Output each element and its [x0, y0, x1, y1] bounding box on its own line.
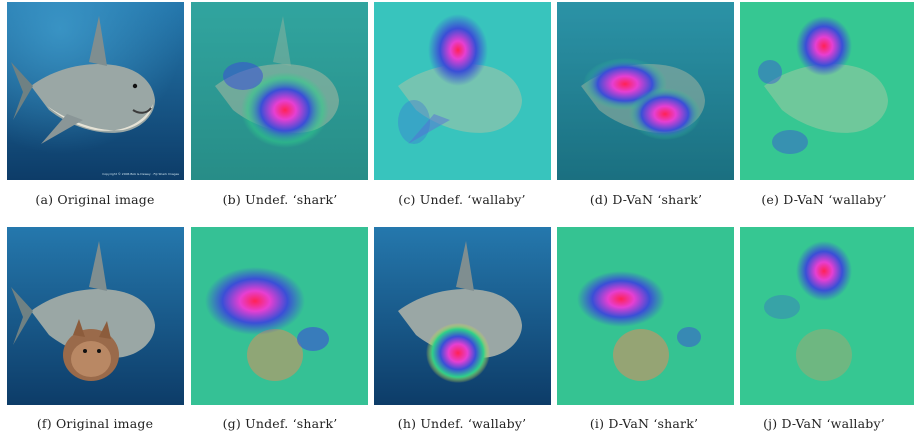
heatmap-blob — [428, 14, 488, 86]
caption-j: (j) D-VaN ‘wallaby’ — [763, 416, 885, 431]
caption-d: (d) D-VaN ‘shark’ — [589, 192, 703, 207]
heatmap-blob — [205, 267, 305, 335]
panel-f-image — [7, 227, 184, 405]
panel-g-image — [191, 227, 368, 405]
heatmap-blob — [577, 271, 665, 327]
heatmap-blob — [629, 88, 701, 140]
panel-e-image — [740, 2, 914, 180]
caption-a: (a) Original image — [35, 192, 155, 207]
panel-b-undef-shark — [191, 2, 368, 180]
heatmap-blob — [796, 241, 852, 301]
copyright-watermark: Copyright © 2006 Bob & Dewey · Fiji Shar… — [102, 172, 179, 176]
panel-a-original-image: Copyright © 2006 Bob & Dewey · Fiji Shar… — [7, 2, 184, 180]
panel-h-image — [374, 227, 551, 405]
caption-f: (f) Original image — [36, 416, 154, 431]
panel-g-undef-shark — [191, 227, 368, 405]
panel-j-image — [740, 227, 914, 405]
wallaby-cutout — [63, 319, 119, 381]
caption-c: (c) Undef. ‘wallaby’ — [398, 192, 526, 207]
caption-b: (b) Undef. ‘shark’ — [222, 192, 338, 207]
panel-j-dvan-wallaby — [740, 227, 914, 405]
caption-i: (i) D-VaN ‘shark’ — [589, 416, 699, 431]
panel-f-original-image — [7, 227, 184, 405]
panel-h-undef-wallaby — [374, 227, 551, 405]
panel-e-dvan-wallaby — [740, 2, 914, 180]
panel-c-undef-wallaby — [374, 2, 551, 180]
caption-e: (e) D-VaN ‘wallaby’ — [761, 192, 887, 207]
panel-b-image — [191, 2, 368, 180]
heatmap-blob — [426, 323, 490, 383]
heatmap-blob — [241, 72, 329, 148]
caption-h: (h) Undef. ‘wallaby’ — [397, 416, 527, 431]
panel-i-dvan-shark — [557, 227, 734, 405]
panel-d-dvan-shark — [557, 2, 734, 180]
heatmap-blob — [796, 16, 852, 76]
panel-i-image — [557, 227, 734, 405]
panel-d-image — [557, 2, 734, 180]
shark-shape — [11, 16, 155, 144]
panel-c-image — [374, 2, 551, 180]
caption-g: (g) Undef. ‘shark’ — [222, 416, 338, 431]
panel-a-image: Copyright © 2006 Bob & Dewey · Fiji Shar… — [7, 2, 184, 180]
